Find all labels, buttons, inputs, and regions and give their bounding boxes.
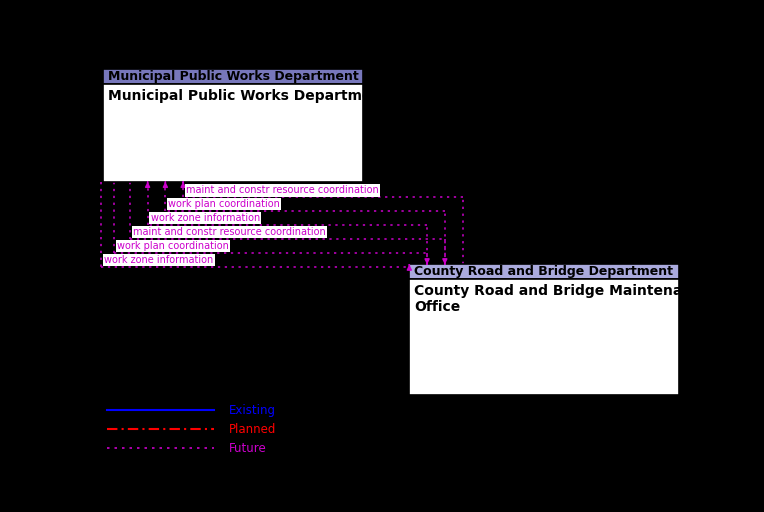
Text: County Road and Bridge Department: County Road and Bridge Department (414, 265, 673, 279)
Bar (410, 280, 678, 395)
Text: maint and constr resource coordination: maint and constr resource coordination (186, 185, 379, 196)
Text: Future: Future (228, 442, 267, 455)
Text: Municipal Public Works Department: Municipal Public Works Department (108, 70, 358, 83)
Bar (103, 84, 363, 182)
Text: work zone information: work zone information (105, 255, 214, 265)
Text: maint and constr resource coordination: maint and constr resource coordination (133, 227, 325, 237)
Text: Municipal Public Works Department: Municipal Public Works Department (108, 89, 388, 103)
Text: work zone information: work zone information (151, 213, 260, 223)
Bar (410, 265, 678, 280)
Text: County Road and Bridge Maintenance
Office: County Road and Bridge Maintenance Offic… (414, 284, 710, 314)
Text: Existing: Existing (228, 404, 276, 417)
Text: Planned: Planned (228, 423, 276, 436)
Text: work plan coordination: work plan coordination (168, 199, 280, 209)
Text: work plan coordination: work plan coordination (118, 241, 229, 251)
Bar (103, 69, 363, 84)
